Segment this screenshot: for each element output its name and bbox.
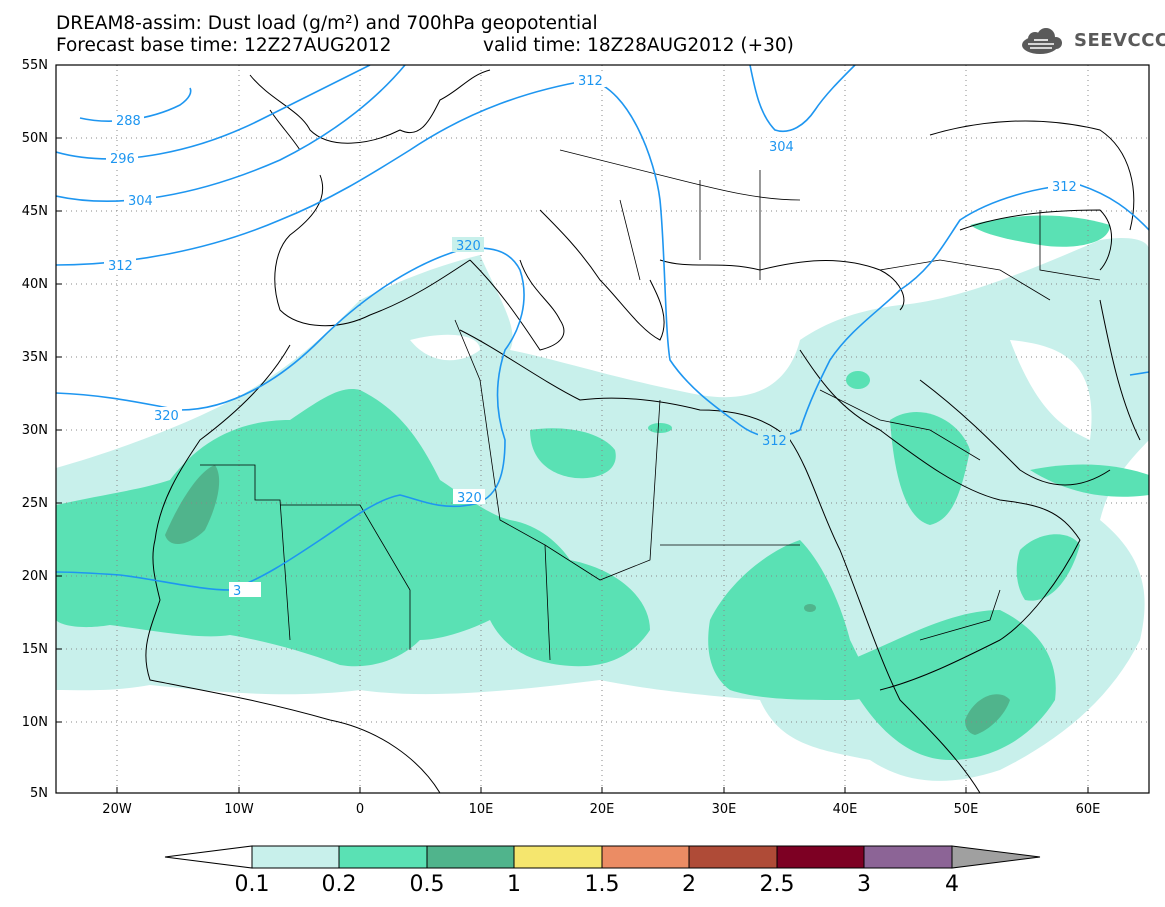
colorbar-tick: 0.2 — [321, 872, 357, 897]
lon-label: 30E — [712, 802, 737, 817]
longitude-labels: 20W 10W 0 10E 20E 30E 40E 50E 60E — [102, 802, 1100, 817]
lon-label: 0 — [356, 802, 364, 817]
colorbar-segment — [426, 845, 515, 869]
contour-label: 3 — [233, 584, 241, 599]
lon-label: 20E — [590, 802, 615, 817]
colorbar-segment — [513, 845, 603, 869]
colorbar-segment — [601, 845, 690, 869]
lat-label: 40N — [22, 277, 48, 292]
lon-label: 20W — [102, 802, 132, 817]
colorbar-tick: 0.5 — [409, 872, 445, 897]
cloud-icon — [1022, 28, 1062, 54]
coastlines — [145, 69, 1141, 793]
lat-label: 20N — [22, 569, 48, 584]
forecast-base-time: Forecast base time: 12Z27AUG2012 — [56, 35, 392, 56]
contour-label: 320 — [457, 491, 482, 506]
contour-label: 312 — [108, 259, 133, 274]
colorbar — [164, 845, 1041, 869]
valid-time: valid time: 18Z28AUG2012 (+30) — [483, 35, 794, 56]
colorbar-tick: 1.5 — [584, 872, 620, 897]
chart-title: DREAM8-assim: Dust load (g/m²) and 700hP… — [56, 13, 598, 34]
contour-label: 288 — [116, 114, 141, 129]
lat-label: 30N — [22, 423, 48, 438]
lat-label: 35N — [22, 350, 48, 365]
colorbar-tick: 2 — [682, 872, 696, 897]
contour-label: 312 — [1052, 180, 1077, 195]
contour-label: 304 — [769, 140, 794, 155]
lat-label: 10N — [22, 715, 48, 730]
axis-ticks — [56, 64, 1089, 794]
borders — [200, 149, 1101, 661]
lat-label: 5N — [30, 786, 48, 801]
colorbar-tick: 2.5 — [759, 872, 795, 897]
contour-label: 312 — [762, 434, 787, 449]
lat-label: 25N — [22, 496, 48, 511]
colorbar-segment — [688, 845, 778, 869]
colorbar-segment — [863, 845, 953, 869]
contour-label: 312 — [578, 74, 603, 89]
lon-label: 10W — [224, 802, 254, 817]
colorbar-high-arrow — [951, 845, 1041, 869]
lon-label: 50E — [954, 802, 979, 817]
contour-labels: 288 296 304 312 320 312 320 320 312 304 … — [104, 72, 1080, 599]
colorbar-tick: 3 — [857, 872, 871, 897]
colorbar-tick: 4 — [945, 872, 959, 897]
contour-label: 304 — [128, 194, 153, 209]
contour-label: 320 — [154, 409, 179, 424]
dust-band-dense — [165, 465, 220, 545]
logo-text: SEEVCCC — [1074, 30, 1165, 51]
colorbar-tick: 0.1 — [234, 872, 270, 897]
contour-label: 296 — [110, 152, 135, 167]
colorbar-tick: 1 — [507, 872, 521, 897]
lat-label: 50N — [22, 131, 48, 146]
lon-label: 40E — [833, 802, 858, 817]
colorbar-segment — [251, 845, 340, 869]
lat-label: 15N — [22, 642, 48, 657]
lon-label: 60E — [1076, 802, 1101, 817]
lat-label: 55N — [22, 58, 48, 73]
lat-label: 45N — [22, 204, 48, 219]
latitude-labels: 55N 50N 45N 40N 35N 30N 25N 20N 15N 10N … — [22, 58, 48, 801]
colorbar-segment — [776, 845, 865, 869]
dust-band-mid — [56, 389, 650, 667]
colorbar-segment — [338, 845, 428, 869]
lon-label: 10E — [469, 802, 494, 817]
colorbar-low-arrow — [164, 845, 253, 869]
contour-label: 320 — [456, 239, 481, 254]
